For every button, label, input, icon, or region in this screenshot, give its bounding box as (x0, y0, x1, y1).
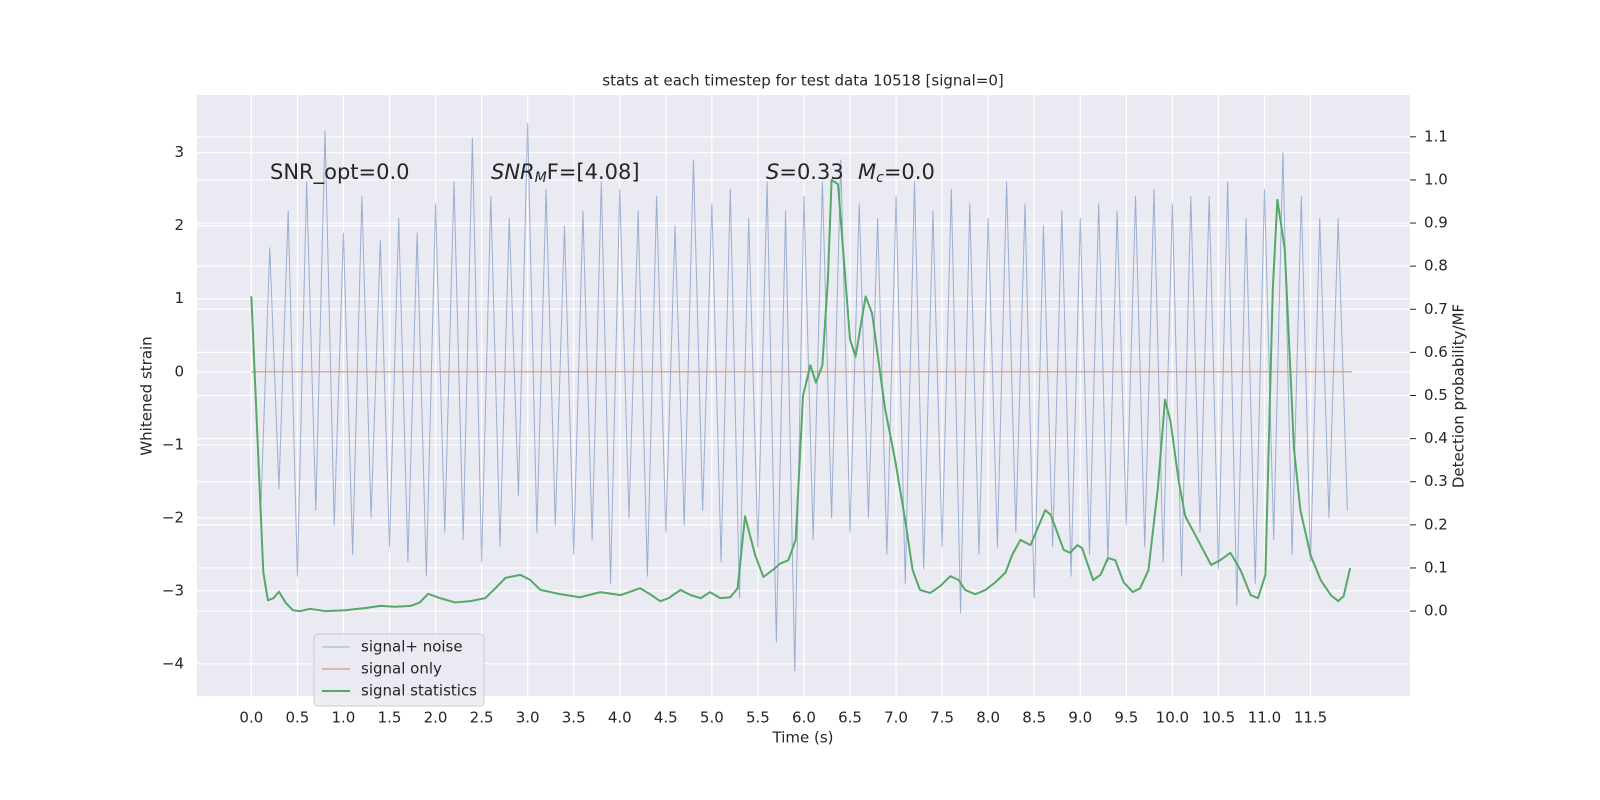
y2-tick-label: 0.8 (1424, 257, 1448, 275)
y-tick-label: 2 (174, 216, 184, 234)
y2-tick-label: 0.4 (1424, 429, 1448, 447)
legend-label: signal+ noise (361, 638, 463, 656)
y2-tick-label: 1.1 (1424, 127, 1448, 145)
y2-tick-label: 0.5 (1424, 386, 1448, 404)
annotation-part: =0.33 (779, 160, 843, 184)
y-tick-label: −3 (162, 581, 184, 599)
y2-axis-label: Detection probability/MF (1450, 304, 1468, 488)
annotation-part: c (876, 170, 884, 186)
x-tick-label: 10.0 (1156, 709, 1189, 727)
x-tick-label: 8.5 (1022, 709, 1046, 727)
x-tick-label: 1.5 (378, 709, 402, 727)
y2-tick-label: 0.6 (1424, 343, 1448, 361)
x-tick-label: 3.5 (562, 709, 586, 727)
annotation-part: M (535, 170, 547, 186)
y2-tick-label: 0.0 (1424, 602, 1448, 620)
x-tick-label: 0.0 (239, 709, 263, 727)
x-tick-label: 5.5 (746, 709, 770, 727)
x-axis-label: Time (s) (772, 729, 834, 747)
annotation-part: =0.0 (884, 160, 935, 184)
x-tick-label: 7.5 (930, 709, 954, 727)
legend-label: signal only (361, 660, 442, 678)
x-tick-label: 10.5 (1202, 709, 1235, 727)
y2-tick-label: 1.0 (1424, 170, 1448, 188)
annotation-part: SNR_opt=0.0 (270, 160, 410, 185)
x-tick-label: 5.0 (700, 709, 724, 727)
x-tick-label: 11.0 (1248, 709, 1281, 727)
y2-tick-label: 0.9 (1424, 214, 1448, 232)
legend-box (313, 633, 485, 707)
marks (250, 122, 1352, 672)
x-tick-label: 3.0 (516, 709, 540, 727)
series-line (250, 122, 1348, 672)
x-tick-label: 6.0 (792, 709, 816, 727)
annotation: SNR_opt=0.0 (270, 160, 410, 185)
legend: signal+ noise signal only signal statistic… (313, 633, 485, 707)
x-tick-label: 0.5 (285, 709, 309, 727)
x-tick-label: 1.0 (332, 709, 356, 727)
y-tick-label: 0 (174, 362, 184, 380)
annotation: S=0.33 (766, 160, 844, 184)
x-tick-label: 7.0 (884, 709, 908, 727)
chart-title: stats at each timestep for test data 105… (602, 72, 1003, 90)
x-tick-label: 9.0 (1068, 709, 1092, 727)
annotation-part: S (766, 160, 779, 184)
legend-label: signal statistics (361, 682, 477, 700)
x-tick-label: 2.5 (470, 709, 494, 727)
x-tick-label: 6.5 (838, 709, 862, 727)
x-tick-label: 4.0 (608, 709, 632, 727)
y-axis-label: Whitened strain (138, 336, 156, 455)
y2-tick-label: 0.7 (1424, 300, 1448, 318)
y-tick-label: 1 (174, 289, 184, 307)
annotation-part: M (858, 160, 876, 184)
x-tick-label: 4.5 (654, 709, 678, 727)
annotation-part: SNR (491, 160, 535, 184)
y-tick-label: −2 (162, 508, 184, 526)
y-tick-label: −4 (162, 654, 184, 672)
y-tick-label: −1 (162, 435, 184, 453)
x-tick-label: 2.0 (424, 709, 448, 727)
series-line (250, 178, 1352, 613)
y2-tick-label: 0.1 (1424, 558, 1448, 576)
x-tick-label: 9.5 (1114, 709, 1138, 727)
y2-tick-label: 0.2 (1424, 515, 1448, 533)
annotation-part: F=[4.08] (547, 160, 640, 184)
annotation: SNRMF=[4.08] (491, 160, 640, 186)
annotation: Mc=0.0 (858, 160, 935, 186)
labels: 0.0 0.5 1.0 1.5 2.0 2.5 3.0 3.5 4.0 4.5 5.0 5.5 6.0 6… (162, 127, 1448, 726)
y2-tick-label: 0.3 (1424, 472, 1448, 490)
x-tick-label: 11.5 (1294, 709, 1327, 727)
x-tick-label: 8.0 (976, 709, 1000, 727)
y-tick-label: 3 (174, 143, 184, 161)
